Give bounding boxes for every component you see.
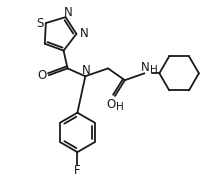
Text: H: H xyxy=(150,65,157,75)
Text: N: N xyxy=(64,6,73,19)
Text: O: O xyxy=(37,69,46,82)
Text: F: F xyxy=(74,164,81,177)
Text: S: S xyxy=(36,17,44,30)
Text: N: N xyxy=(82,64,91,77)
Text: N: N xyxy=(141,61,150,74)
Text: O: O xyxy=(106,98,116,111)
Text: N: N xyxy=(80,27,89,40)
Text: H: H xyxy=(116,102,124,112)
